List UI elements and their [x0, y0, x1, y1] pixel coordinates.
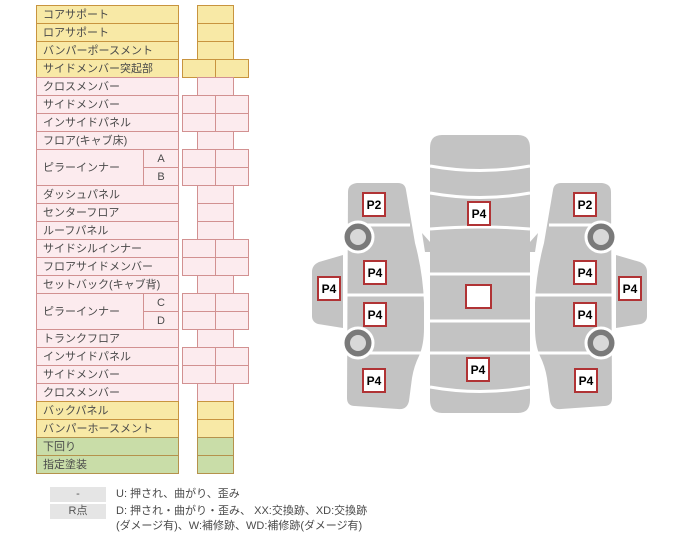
part-label: 下回り — [36, 437, 179, 456]
damage-cell[interactable] — [215, 239, 249, 258]
part-label: 指定塗装 — [36, 455, 179, 474]
damage-cell[interactable] — [215, 95, 249, 114]
damage-cell[interactable] — [197, 185, 234, 204]
legend-text-rpoint-line1: D: 押され・曲がり・歪み、 XX:交換跡、XD:交換跡 — [116, 505, 368, 517]
damage-cell[interactable] — [197, 5, 234, 24]
part-sublabel: C — [143, 293, 179, 312]
legend-row-rpoint: R点 D: 押され・曲がり・歪み、 XX:交換跡、XD:交換跡 (ダメージ有)、… — [50, 504, 367, 534]
part-label: サイドメンバー — [36, 365, 179, 384]
damage-cell[interactable] — [197, 329, 234, 348]
damage-cell[interactable] — [197, 221, 234, 240]
damage-cell[interactable] — [215, 167, 249, 186]
part-label: ピラーインナー — [36, 293, 144, 330]
damage-cell[interactable] — [197, 455, 234, 474]
damage-cell[interactable] — [197, 383, 234, 402]
part-label: サイドシルインナー — [36, 239, 179, 258]
part-label: トランクフロア — [36, 329, 179, 348]
damage-cell[interactable] — [215, 257, 249, 276]
damage-cell[interactable] — [182, 347, 216, 366]
left-rear-door-marker[interactable]: P4 — [363, 302, 387, 327]
damage-cell[interactable] — [197, 401, 234, 420]
part-label: ダッシュパネル — [36, 185, 179, 204]
left-side-panel-marker[interactable]: P4 — [317, 276, 341, 301]
damage-cell[interactable] — [215, 293, 249, 312]
parts-table: コアサポート ロアサポート バンパーポースメント サイドメンバー突起部 クロスメンバーサ… — [36, 5, 250, 475]
part-label: ロアサポート — [36, 23, 179, 42]
damage-cell[interactable] — [182, 293, 216, 312]
part-label: フロア(キャブ床) — [36, 131, 179, 150]
part-label: バンパーホースメント — [36, 419, 179, 438]
part-label: ルーフパネル — [36, 221, 179, 240]
damage-cell[interactable] — [182, 167, 216, 186]
part-label: センターフロア — [36, 203, 179, 222]
legend: - U: 押され、曲がり、歪み R点 D: 押され・曲がり・歪み、 XX:交換跡… — [50, 487, 367, 535]
part-sublabel: A — [143, 149, 179, 168]
part-label: ピラーインナー — [36, 149, 144, 186]
damage-cell[interactable] — [197, 23, 234, 42]
left-front-door-marker[interactable]: P4 — [363, 260, 387, 285]
damage-cell[interactable] — [197, 419, 234, 438]
legend-mark-rpoint: R点 — [50, 504, 106, 519]
part-label: バックパネル — [36, 401, 179, 420]
damage-cell[interactable] — [182, 59, 216, 78]
part-label: クロスメンバー — [36, 77, 179, 96]
part-label: コアサポート — [36, 5, 179, 24]
legend-text-rpoint-line2: (ダメージ有)、W:補修跡、WD:補修跡(ダメージ有) — [116, 520, 363, 532]
damage-cell[interactable] — [197, 41, 234, 60]
center-trunk-marker[interactable]: P4 — [466, 357, 490, 382]
part-label: クロスメンバー — [36, 383, 179, 402]
right-rear-door-marker[interactable]: P4 — [573, 302, 597, 327]
damage-cell[interactable] — [182, 257, 216, 276]
damage-cell[interactable] — [197, 275, 234, 294]
left-rear-fender-marker[interactable]: P4 — [362, 368, 386, 393]
legend-mark-minor: - — [50, 487, 106, 502]
center-car-top-view — [422, 135, 538, 413]
legend-text-minor: U: 押され、曲がり、歪み — [116, 488, 240, 500]
legend-row-minor: - U: 押され、曲がり、歪み — [50, 487, 367, 502]
damage-cell[interactable] — [197, 131, 234, 150]
right-front-door-marker[interactable]: P4 — [573, 260, 597, 285]
damage-cell[interactable] — [182, 95, 216, 114]
damage-cell[interactable] — [215, 59, 249, 78]
part-label: フロアサイドメンバー — [36, 257, 179, 276]
damage-cell[interactable] — [215, 365, 249, 384]
damage-cell[interactable] — [182, 365, 216, 384]
damage-cell[interactable] — [215, 113, 249, 132]
damage-cell[interactable] — [182, 149, 216, 168]
part-sublabel: D — [143, 311, 179, 330]
part-label: バンパーポースメント — [36, 41, 179, 60]
damage-cell[interactable] — [197, 203, 234, 222]
part-label: サイドメンバー突起部 — [36, 59, 179, 78]
damage-cell[interactable] — [182, 311, 216, 330]
car-diagram — [310, 135, 649, 413]
damage-cell[interactable] — [182, 113, 216, 132]
part-label: インサイドパネル — [36, 347, 179, 366]
part-label: インサイドパネル — [36, 113, 179, 132]
damage-cell[interactable] — [215, 311, 249, 330]
legend-text-rpoint: D: 押され・曲がり・歪み、 XX:交換跡、XD:交換跡 (ダメージ有)、W:補… — [116, 504, 367, 534]
damage-cell[interactable] — [197, 77, 234, 96]
center-roof-marker[interactable] — [465, 284, 492, 309]
center-hood-marker[interactable]: P4 — [467, 201, 491, 226]
damage-cell[interactable] — [215, 347, 249, 366]
part-sublabel: B — [143, 167, 179, 186]
right-rear-fender-marker[interactable]: P4 — [574, 368, 598, 393]
left-front-fender-marker[interactable]: P2 — [362, 192, 386, 217]
damage-cell[interactable] — [182, 239, 216, 258]
damage-cell[interactable] — [197, 437, 234, 456]
part-label: サイドメンバー — [36, 95, 179, 114]
part-label: セットバック(キャブ背) — [36, 275, 179, 294]
damage-cell[interactable] — [215, 149, 249, 168]
right-front-fender-marker[interactable]: P2 — [573, 192, 597, 217]
right-side-panel-marker[interactable]: P4 — [618, 276, 642, 301]
